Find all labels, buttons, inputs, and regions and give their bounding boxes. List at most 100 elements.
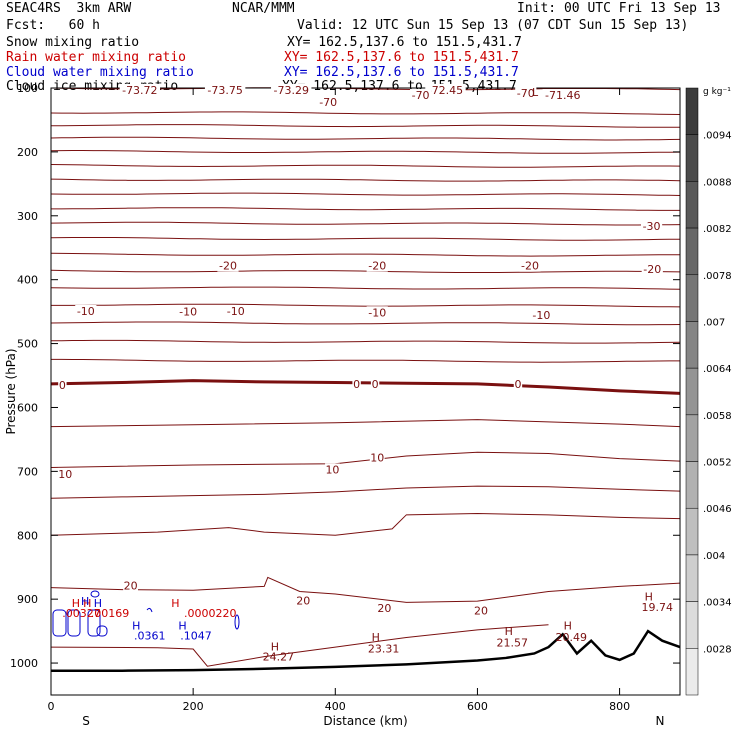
field-label-cloud-water: Cloud water mixing ratio [6,65,194,80]
extremum-marker: H [72,597,80,610]
cloud-water-cell [67,609,81,637]
cloud-water-cell [234,614,240,630]
contour-label: 20 [296,594,310,607]
contour-label-bg [123,579,139,592]
contour-label: -70 [517,87,535,100]
contour-label-bg [366,306,388,319]
colorbar-segment [685,134,699,182]
extremum-marker: H [94,597,102,610]
field-xy-snow: XY= 162.5,137.6 to 151.5,431.7 [287,35,522,50]
x-tick-label: 400 [325,700,346,713]
contour-label: 0 [514,378,521,391]
extremum-marker: H [645,591,653,604]
contour-label-bg [119,83,161,96]
extremum-marker: H [271,640,279,653]
contour-label-bg [58,379,67,392]
colorbar-segment [685,181,699,229]
contour-label: -72.45 [428,84,463,97]
contour-label: -20 [643,263,661,276]
contour-label: 20 [377,602,391,615]
surface-max-value: 21.57 [497,637,529,650]
contour-label-bg [530,308,553,321]
contour-label: -70 [319,96,337,109]
contour-label-bg [325,463,340,476]
contour-label: -30 [643,220,661,233]
colorbar-label: .0052 [703,458,732,469]
x-axis-label: Distance (km) [323,714,407,728]
surface-max-value: 20.49 [556,631,588,644]
y-tick-label: 800 [17,529,38,542]
contour-label-bg [295,594,311,607]
colorbar-label: .0046 [703,504,732,515]
cloud-water-cell [146,607,153,613]
cloud-water-max-value: .0361 [134,630,166,643]
cloud-water-cell [96,625,108,637]
contour-label: -20 [521,260,539,273]
forecast-hour: Fcst: 60 h [6,18,100,33]
contour-label-bg [75,304,97,317]
contour-label-bg [641,262,663,275]
extremum-marker: H [132,619,140,632]
extremum-marker: H [81,595,89,608]
surface-max-value: 24.27 [263,651,295,664]
contour-label: 0 [59,379,66,392]
terrain-line [51,629,681,672]
surface-max-value: 23.31 [368,642,400,655]
contour-label: -20 [368,260,386,273]
model-title: SEAC4RS 3km ARW [6,1,132,16]
field-xy-rain: XY= 162.5,137.6 to 151.5,431.7 [284,50,519,65]
isotherm-line [51,207,680,211]
colorbar-segment [685,274,699,322]
contour-label: 10 [370,451,384,464]
y-tick-label: 600 [17,401,38,414]
rain-max-value: .0000220 [184,607,237,620]
cloud-water-contours [52,590,240,637]
cloud-water-max-value: .1047 [180,630,212,643]
y-tick-label: 500 [17,338,38,351]
colorbar-label: .007 [703,317,725,328]
x-tick-label: 600 [467,700,488,713]
colorbar-unit: g kg⁻¹ [703,87,731,97]
zero-isotherm [50,379,681,395]
colorbar-segment [685,648,699,696]
contour-label-bg [271,83,312,96]
contour-label: -20 [219,260,237,273]
extremum-marker: H [83,597,91,610]
field-label-snow: Snow mixing ratio [6,35,140,50]
isotherm-line [50,111,681,115]
valid-time: Valid: 12 UTC Sun 15 Sep 13 (07 CDT Sun … [297,18,689,33]
contour-label: 20 [124,580,138,593]
colorbar-segment [685,321,699,369]
y-tick-label: 1000 [10,657,38,670]
x-end-right: N [656,714,665,728]
cloud-water-cell [52,609,67,637]
y-tick-label: 200 [17,146,38,159]
isotherm-line [51,358,680,363]
contour-label-bg [369,451,385,464]
isotherm-line [50,192,681,196]
x-tick-label: 200 [183,700,204,713]
colorbar: .0094 .0088 .0082 .0078 .007 .0064 .0058 .0052.… [685,87,732,696]
x-tick-label: 0 [48,700,55,713]
x-tick-label: 800 [609,700,630,713]
org-label: NCAR/MMM [232,1,295,16]
extremum-marker: L [532,86,539,99]
isotherm-line [50,164,681,168]
isotherm-line [50,178,681,182]
y-tick-label: 700 [17,465,38,478]
contour-label: -10 [179,306,197,319]
rain-max-value: .00327 [62,607,101,620]
isotherm-line [50,321,681,326]
colorbar-label: .0094 [703,131,732,142]
isotherm-line [50,624,549,667]
contour-label-bg [519,259,541,272]
contour-label: -70 [412,89,430,102]
y-axis-label: Pressure (hPa) [4,348,18,434]
contour-label-bg [317,96,339,109]
y-tick-label: 400 [17,274,38,287]
isotherm-line [50,576,681,603]
y-tick-label: 300 [17,210,38,223]
extremum-marker: H [505,625,513,638]
